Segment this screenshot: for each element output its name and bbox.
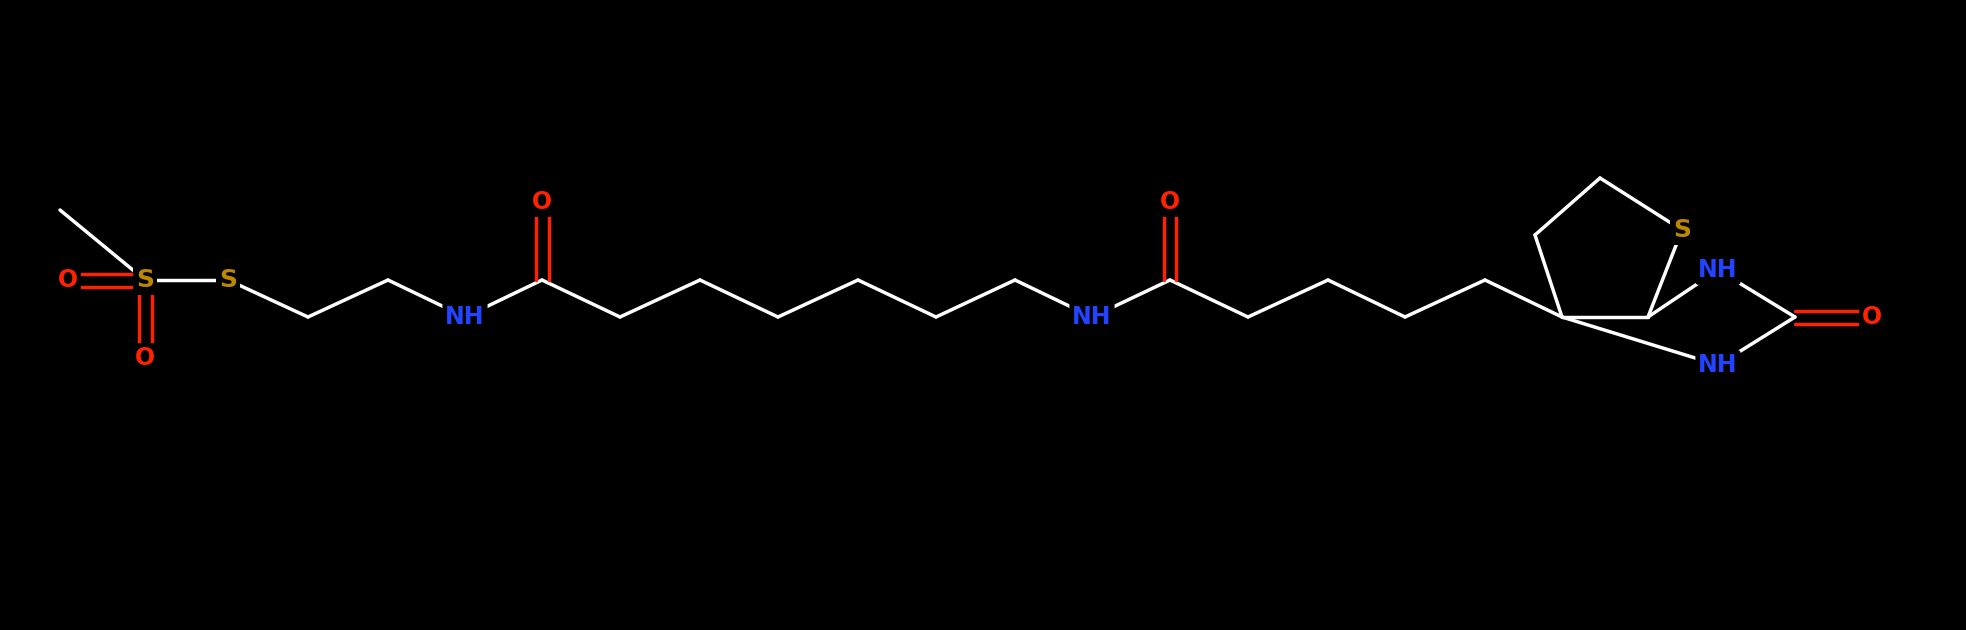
Text: S: S — [136, 268, 153, 292]
Text: NH: NH — [1071, 305, 1111, 329]
Text: O: O — [1160, 190, 1180, 214]
Text: O: O — [136, 346, 155, 370]
Text: S: S — [1673, 218, 1691, 242]
Text: O: O — [1862, 305, 1881, 329]
Text: O: O — [57, 268, 79, 292]
Text: NH: NH — [1699, 258, 1738, 282]
Text: O: O — [533, 190, 552, 214]
Text: NH: NH — [1699, 353, 1738, 377]
Text: S: S — [218, 268, 238, 292]
Text: NH: NH — [444, 305, 486, 329]
